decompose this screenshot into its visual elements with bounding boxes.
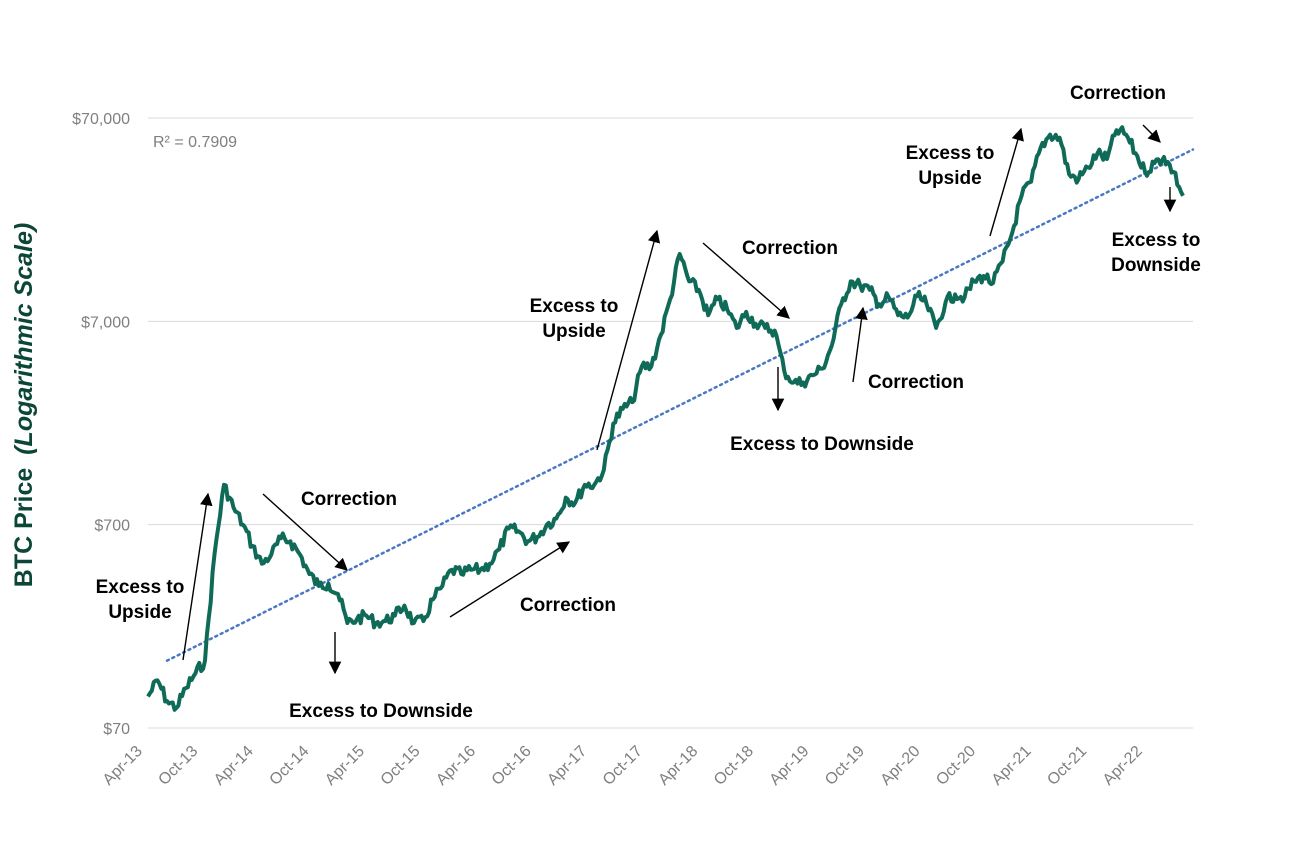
annotation-label: Correction <box>1070 83 1166 104</box>
annotation-label: Correction <box>742 238 838 259</box>
x-tick-label: Oct-21 <box>1044 743 1090 789</box>
y-axis-title: BTC Price (Logarithmic Scale) <box>10 223 38 587</box>
x-tick-label: Oct-18 <box>711 743 757 789</box>
y-tick-label: $70,000 <box>72 111 130 128</box>
x-tick-label: Apr-16 <box>433 743 479 789</box>
annotation-label: Excess to Upside <box>906 143 995 189</box>
annotation-arrow <box>182 492 213 661</box>
x-tick-label: Oct-13 <box>155 743 201 789</box>
annotation-label: Excess to Upside <box>96 577 185 623</box>
y-axis-ticks: $70,000 $7,000 $700 $70 <box>72 111 130 738</box>
x-tick-label: Apr-20 <box>878 743 924 789</box>
annotation-arrow <box>262 493 348 571</box>
annotation-label: Excess to Downside <box>1111 230 1201 276</box>
gridlines <box>148 117 1193 729</box>
annotation-label: Excess to Downside <box>289 701 473 722</box>
annotation-arrow <box>1142 124 1161 143</box>
annotation-label: Correction <box>868 372 964 393</box>
y-axis-title-scale: (Logarithmic Scale) <box>10 223 38 455</box>
y-tick-label: $70 <box>103 721 130 738</box>
x-tick-label: Apr-15 <box>322 743 368 789</box>
annotation-label: Correction <box>301 489 397 510</box>
price-series-layer <box>146 125 1185 712</box>
x-tick-label: Oct-20 <box>933 743 979 789</box>
trend-line-layer <box>165 148 1195 662</box>
x-tick-label: Oct-14 <box>267 743 313 789</box>
x-tick-label: Oct-16 <box>489 743 535 789</box>
x-tick-label: Oct-17 <box>600 743 646 789</box>
x-tick-label: Oct-15 <box>378 743 424 789</box>
y-tick-label: $700 <box>94 518 130 535</box>
annotation-labels: Excess to Upside Correction Excess to Downs… <box>96 83 1201 722</box>
x-tick-label: Oct-19 <box>822 743 868 789</box>
annotation-arrow <box>449 541 571 618</box>
annotation-label: Correction <box>520 595 616 616</box>
annotation-arrows <box>182 124 1177 675</box>
annotation-label: Excess to Downside <box>730 434 914 455</box>
x-tick-label: Apr-21 <box>989 743 1035 789</box>
trend-line <box>165 148 1195 662</box>
annotation-arrow <box>596 229 661 451</box>
x-tick-label: Apr-14 <box>211 743 257 789</box>
annotation-arrow <box>989 127 1024 237</box>
y-axis-title-main: BTC Price <box>10 468 38 588</box>
annotation-arrow <box>852 306 868 383</box>
x-tick-label: Apr-17 <box>544 743 590 789</box>
y-tick-label: $7,000 <box>81 314 130 331</box>
x-tick-label: Apr-19 <box>767 743 813 789</box>
btc-price-line <box>146 125 1185 712</box>
r-squared-label: R² = 0.7909 <box>153 134 237 151</box>
x-tick-label: Apr-22 <box>1100 743 1146 789</box>
annotation-arrow <box>702 242 790 319</box>
annotation-label: Excess to Upside <box>530 296 619 342</box>
x-tick-label: Apr-13 <box>100 743 146 789</box>
x-axis-ticks: Apr-13 Oct-13 Apr-14 Oct-14 Apr-15 Oct-15 Apr-… <box>100 743 1146 789</box>
x-tick-label: Apr-18 <box>655 743 701 789</box>
